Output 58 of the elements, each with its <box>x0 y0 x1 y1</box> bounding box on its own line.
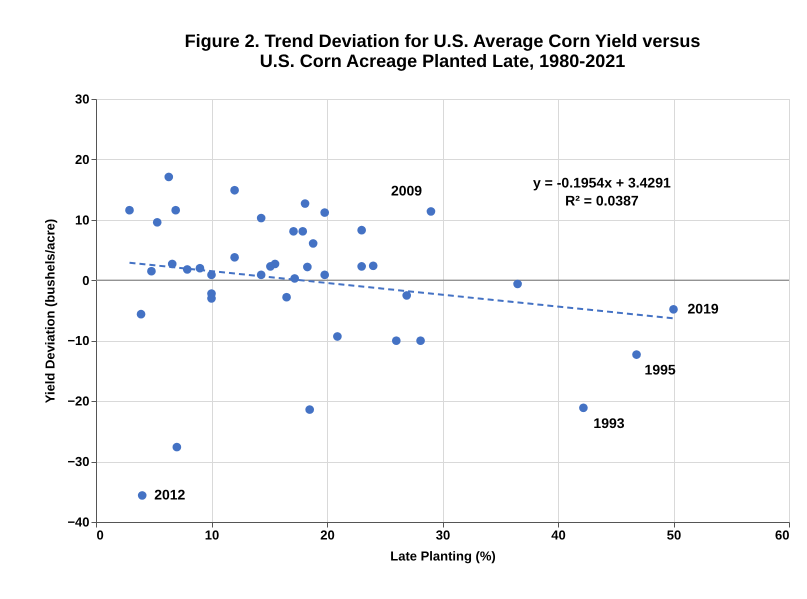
x-tick-label: 10 <box>204 528 220 542</box>
y-tick-label: −30 <box>67 454 90 470</box>
x-tick-label: 0 <box>96 528 104 542</box>
point <box>270 260 280 268</box>
point <box>136 310 146 318</box>
point <box>368 261 378 270</box>
point <box>513 280 522 288</box>
point <box>230 253 239 262</box>
annotation: 1993 <box>593 414 625 431</box>
point <box>357 226 366 234</box>
y-tick-label: 20 <box>75 152 90 167</box>
point <box>230 186 239 195</box>
point <box>308 239 318 248</box>
point <box>333 332 342 341</box>
point <box>579 403 588 412</box>
point <box>402 291 412 300</box>
point <box>298 227 308 236</box>
y-tick-label: −40 <box>67 514 90 530</box>
point <box>164 172 174 182</box>
point <box>426 207 436 216</box>
annotation: 2009 <box>390 182 422 198</box>
x-tick-label: 60 <box>775 528 790 542</box>
point <box>152 218 162 227</box>
x-tick-label: 50 <box>666 528 682 542</box>
point <box>171 206 180 215</box>
point <box>172 442 182 452</box>
y-tick-label: 0 <box>82 272 90 288</box>
point <box>289 227 298 236</box>
y-axis-title: Yield Deviation (bushels/acre) <box>42 218 58 404</box>
point <box>256 214 266 222</box>
x-tick-label: 20 <box>320 528 335 542</box>
annotation: y = -0.1954x + 3.4291 <box>532 174 671 191</box>
chart-title: Figure 2. Trend Deviation for U.S. Average Corn Yield versus U.S. Corn Acreage Planted Late, 1980-2021 <box>184 31 700 71</box>
point <box>147 266 156 276</box>
annotation: 2012 <box>154 486 186 502</box>
point <box>320 270 330 280</box>
y-tick-label: −10 <box>67 333 90 348</box>
x-tick-label: 40 <box>551 528 566 542</box>
point <box>305 405 314 414</box>
x-tick-label: 30 <box>436 528 450 542</box>
point <box>392 336 401 346</box>
point <box>416 336 425 346</box>
point <box>357 262 366 271</box>
annotation: R² = 0.0387 <box>565 192 639 209</box>
annotation: 2019 <box>688 300 719 316</box>
point <box>632 350 641 359</box>
annotation: 1995 <box>644 362 676 378</box>
point <box>320 208 330 217</box>
point <box>138 491 147 500</box>
x-axis-title: Late Planting (%) <box>390 548 496 564</box>
y-tick-label: −20 <box>67 394 90 409</box>
point <box>125 206 134 215</box>
point <box>300 199 310 208</box>
y-tick-label: 10 <box>75 212 90 228</box>
point <box>303 262 312 272</box>
y-tick-label: 30 <box>75 92 90 106</box>
point <box>282 292 291 302</box>
point <box>669 304 678 314</box>
